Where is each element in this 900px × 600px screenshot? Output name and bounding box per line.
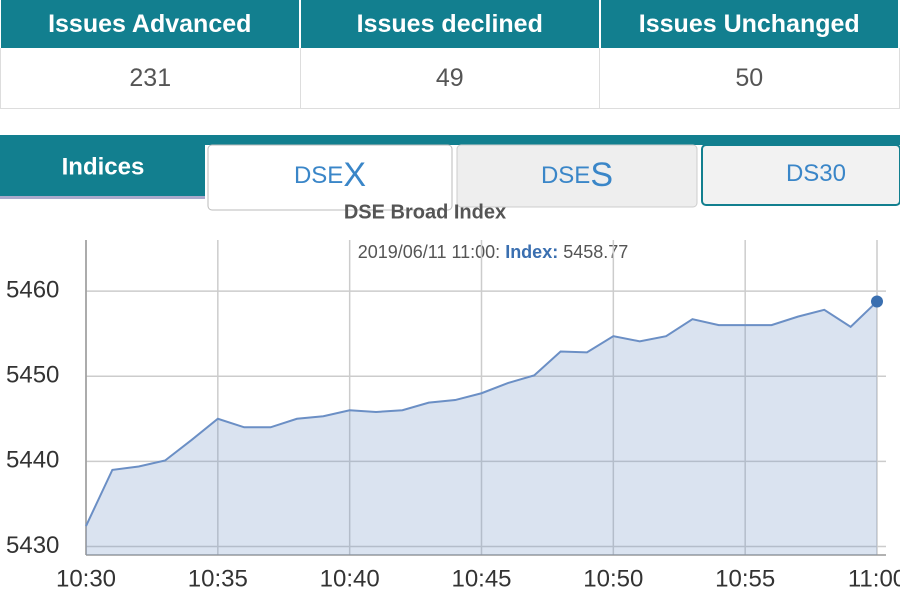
hover-marker [871, 295, 883, 308]
tab-text: DSES [541, 156, 613, 194]
issues-table: Issues Advanced Issues declined Issues U… [0, 0, 900, 109]
tab[interactable] [456, 144, 698, 208]
tab-text: DSEX [294, 156, 366, 194]
tooltip-value: 5458.77 [563, 242, 628, 262]
area-fill [86, 301, 877, 555]
header-cell: Issues Unchanged [599, 0, 900, 48]
y-tick-label: 5430 [6, 532, 59, 559]
tooltip-time: 2019/06/11 11:00: [358, 242, 500, 262]
tab-suffix: X [343, 156, 366, 194]
x-tick-label: 10:40 [320, 565, 380, 592]
tab[interactable] [207, 144, 453, 211]
tooltip: 2019/06/11 11:00: Index: 5458.77 [358, 242, 629, 262]
x-tick-label: 10:30 [56, 565, 116, 592]
header-cell: Issues declined [300, 0, 601, 48]
tab-text: DS30 [786, 160, 846, 187]
x-tick-label: 10:45 [451, 565, 511, 592]
tooltip-label: Index: [505, 242, 558, 262]
x-tick-label: 10:50 [583, 565, 643, 592]
tab-prefix: DSE [541, 162, 590, 189]
tab[interactable] [701, 144, 900, 206]
y-tick-label: 5460 [6, 276, 59, 303]
tab-suffix: S [590, 156, 613, 194]
y-tick-label: 5440 [6, 447, 59, 474]
tab-indices-edge [0, 196, 205, 199]
tab-prefix: DSE [294, 162, 343, 189]
cell: 231 [0, 48, 301, 109]
chart-title: DSE Broad Index [344, 201, 506, 223]
tab-prefix: DS30 [786, 160, 846, 187]
x-tick-label: 10:55 [715, 565, 775, 592]
tab-indices [0, 135, 205, 197]
tab-band [0, 135, 900, 145]
cell: 49 [299, 48, 600, 109]
data-row: 231 49 50 [0, 48, 900, 109]
x-tick-label: 11:00 [848, 565, 900, 592]
header-row: Issues Advanced Issues declined Issues U… [0, 0, 900, 48]
y-tick-label: 5450 [6, 362, 59, 389]
line [85, 300, 878, 527]
tab-label: Indices [62, 153, 145, 180]
cell: 50 [599, 48, 900, 109]
header-cell: Issues Advanced [0, 0, 301, 48]
x-tick-label: 10:35 [188, 565, 248, 592]
